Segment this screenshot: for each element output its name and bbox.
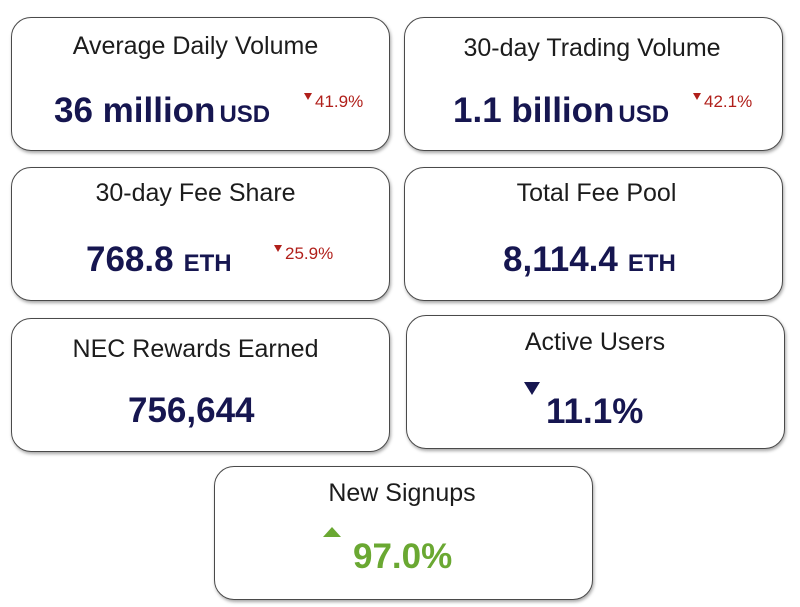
trading-volume-30d-value: 1.1 billion USD [453, 91, 669, 131]
avg-daily-volume-value: 36 million USD [54, 91, 270, 131]
active-users-value: 11.1% [524, 382, 644, 432]
total-fee-pool-title: Total Fee Pool [516, 179, 677, 207]
active-users-card: Active Users 11.1% [406, 315, 785, 449]
new-signups-title: New Signups [328, 479, 476, 507]
nec-rewards-title: NEC Rewards Earned [72, 335, 319, 363]
fee-share-30d-title: 30-day Fee Share [95, 179, 296, 207]
nec-rewards-value: 756,644 [128, 391, 255, 430]
fee-share-30d-card: 30-day Fee Share 768.8 ETH 25.9% [11, 167, 390, 301]
fee-share-30d-delta: 25.9% [274, 244, 333, 264]
trading-volume-30d-delta: 42.1% [693, 92, 752, 112]
triangle-down-icon [274, 245, 282, 252]
fee-share-30d-unit: ETH [183, 250, 232, 277]
triangle-down-icon [693, 93, 701, 100]
new-signups-amount: 97.0% [353, 537, 453, 576]
nec-rewards-card: NEC Rewards Earned 756,644 [11, 318, 390, 452]
active-users-amount: 11.1% [546, 392, 644, 431]
triangle-down-icon [524, 382, 540, 395]
total-fee-pool-card: Total Fee Pool 8,114.4 ETH [404, 167, 783, 301]
avg-daily-volume-unit: USD [219, 101, 271, 128]
avg-daily-volume-title: Average Daily Volume [72, 32, 319, 60]
trading-volume-30d-delta-value: 42.1% [704, 92, 753, 111]
total-fee-pool-value: 8,114.4 ETH [503, 240, 676, 280]
avg-daily-volume-delta-value: 41.9% [315, 92, 364, 111]
active-users-title: Active Users [524, 328, 666, 356]
total-fee-pool-unit: ETH [627, 250, 676, 277]
fee-share-30d-amount: 768.8 [86, 240, 174, 279]
trading-volume-30d-unit: USD [618, 101, 670, 128]
new-signups-card: New Signups 97.0% [214, 466, 593, 600]
avg-daily-volume-delta: 41.9% [304, 92, 363, 112]
total-fee-pool-amount: 8,114.4 [503, 240, 618, 279]
trading-volume-30d-title: 30-day Trading Volume [463, 34, 721, 62]
trading-volume-30d-card: 30-day Trading Volume 1.1 billion USD 42.… [404, 17, 783, 151]
fee-share-30d-delta-value: 25.9% [285, 244, 334, 263]
avg-daily-volume-amount: 36 million [54, 91, 216, 130]
trading-volume-30d-amount: 1.1 billion [453, 91, 615, 130]
fee-share-30d-value: 768.8 ETH [86, 240, 232, 280]
avg-daily-volume-card: Average Daily Volume 36 million USD 41.9% [11, 17, 390, 151]
triangle-up-icon [323, 527, 341, 537]
new-signups-value: 97.0% [323, 527, 453, 577]
triangle-down-icon [304, 93, 312, 100]
